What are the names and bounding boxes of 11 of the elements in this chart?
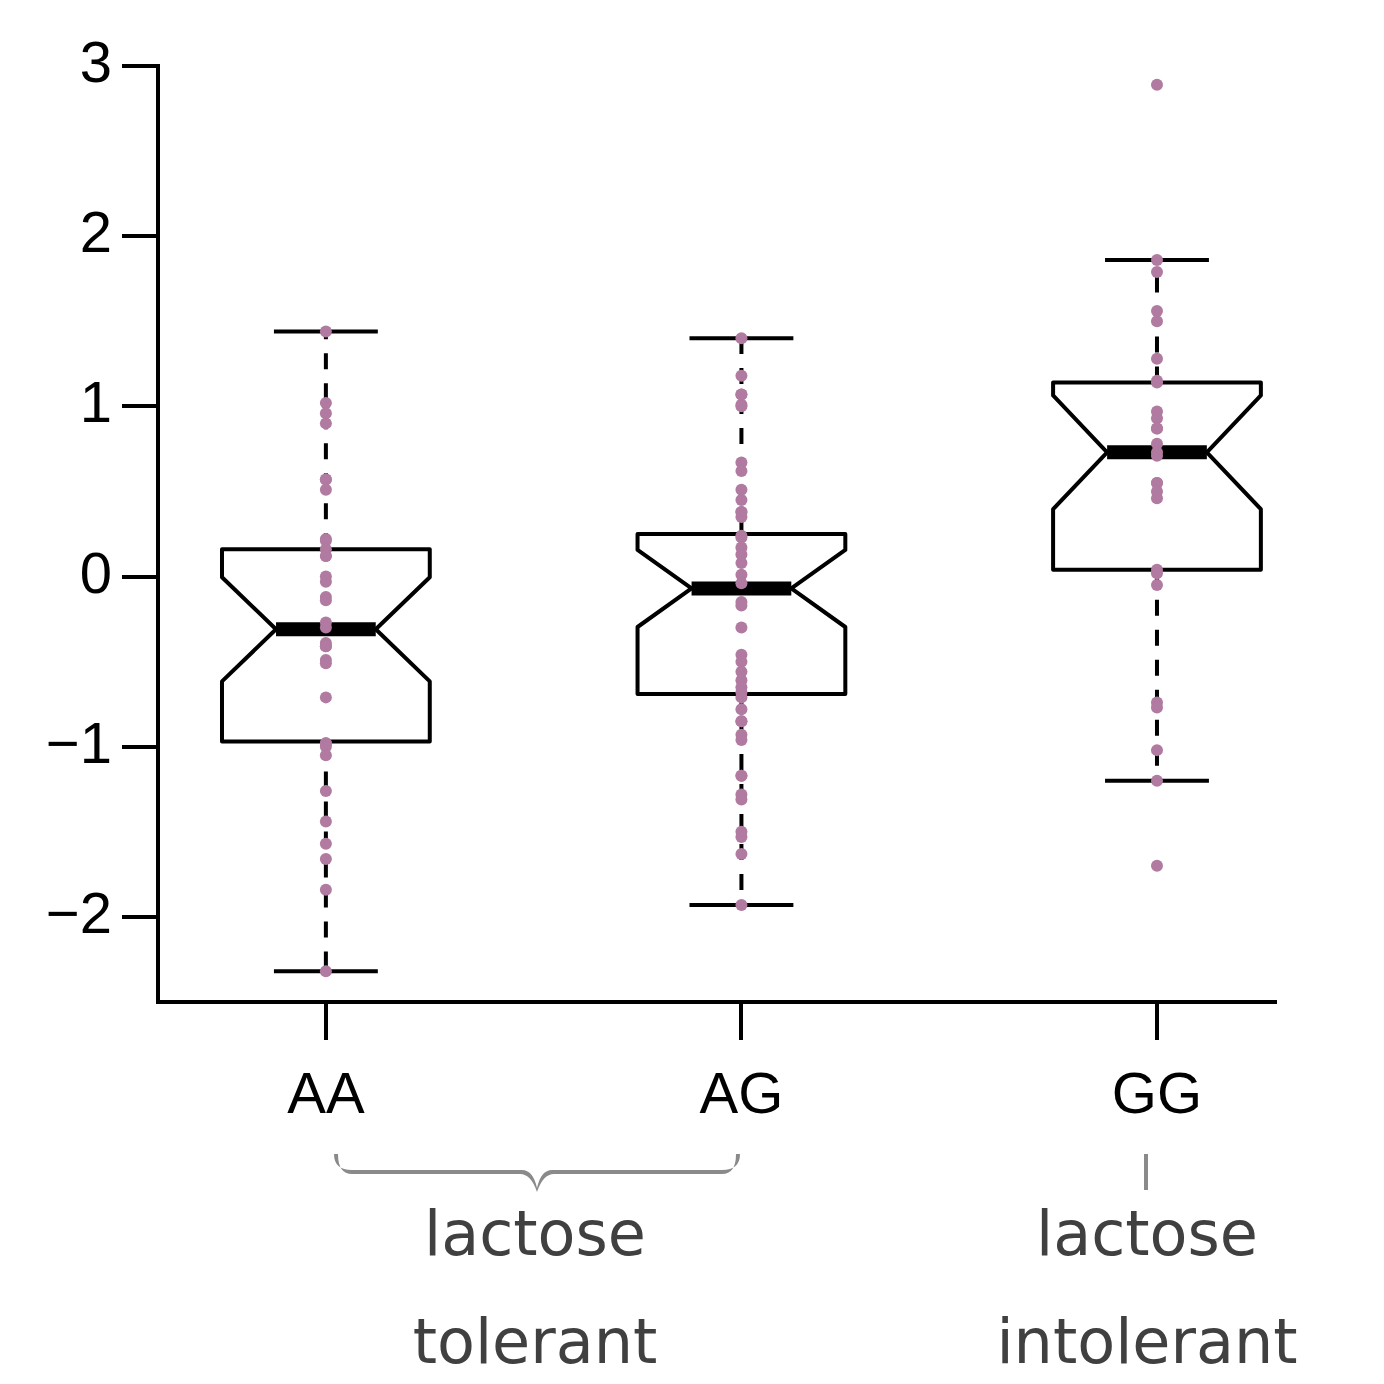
y-tick-label: 2 [79, 199, 112, 265]
y-tick-label: 3 [79, 29, 112, 94]
y-tick-label: −2 [45, 879, 112, 945]
y-tick-label: 1 [79, 369, 112, 435]
x-tick-label: AA [287, 1059, 365, 1125]
text: lactose intolerant [995, 1196, 1299, 1380]
x-tick-label: AG [699, 1059, 784, 1125]
x-tick-label: GG [1111, 1059, 1203, 1125]
text: lactose tolerant [411, 1196, 659, 1380]
y-tick-label: −1 [45, 709, 112, 775]
y-tick-label: 0 [79, 539, 112, 605]
